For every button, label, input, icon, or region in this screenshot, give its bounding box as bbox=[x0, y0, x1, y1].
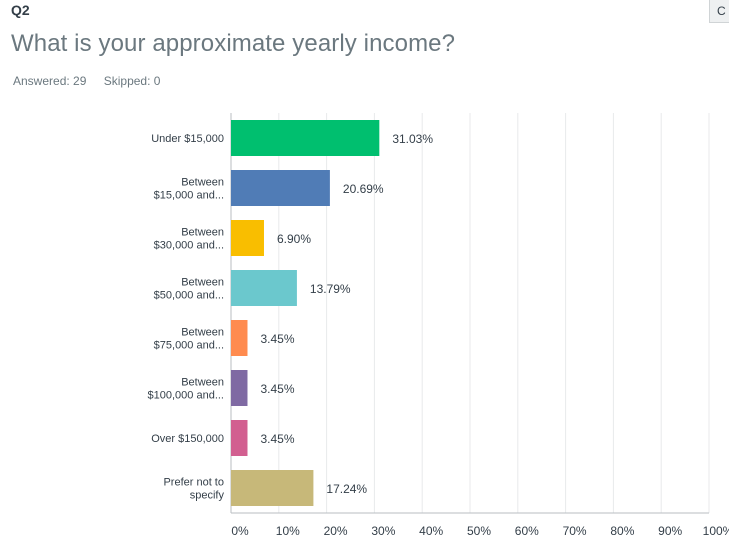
x-tick-label: 30% bbox=[371, 524, 395, 538]
bar bbox=[231, 370, 248, 406]
x-tick-label: 40% bbox=[419, 524, 443, 538]
x-tick-label: 60% bbox=[515, 524, 539, 538]
response-stats: Answered: 29 Skipped: 0 bbox=[13, 74, 174, 88]
x-tick-label: 100% bbox=[703, 524, 729, 538]
bar bbox=[231, 220, 264, 256]
bar bbox=[231, 270, 297, 306]
category-label: Between $75,000 and... bbox=[154, 327, 224, 352]
category-label: Under $15,000 bbox=[151, 133, 224, 145]
value-label: 3.45% bbox=[260, 432, 294, 446]
answered-count: Answered: 29 bbox=[13, 74, 87, 88]
bar bbox=[231, 120, 380, 156]
x-tick-label: 10% bbox=[276, 524, 300, 538]
bar bbox=[231, 470, 314, 506]
value-label: 13.79% bbox=[310, 282, 351, 296]
value-label: 20.69% bbox=[343, 182, 384, 196]
value-label: 3.45% bbox=[260, 382, 294, 396]
skipped-count: Skipped: 0 bbox=[103, 74, 161, 88]
category-label: Between $15,000 and... bbox=[154, 177, 224, 202]
value-label: 31.03% bbox=[392, 132, 433, 146]
category-label: Between $100,000 and... bbox=[148, 377, 224, 402]
value-label: 17.24% bbox=[326, 482, 367, 496]
x-tick-label: 90% bbox=[658, 524, 682, 538]
bar bbox=[231, 320, 248, 356]
category-label: Prefer not to specify bbox=[163, 477, 224, 502]
value-label: 3.45% bbox=[260, 332, 294, 346]
category-label: Between $30,000 and... bbox=[154, 227, 224, 252]
x-tick-label: 20% bbox=[324, 524, 348, 538]
bar bbox=[231, 420, 248, 456]
x-tick-label: 0% bbox=[231, 524, 249, 538]
x-tick-label: 50% bbox=[467, 524, 491, 538]
bar bbox=[231, 170, 330, 206]
question-title: What is your approximate yearly income? bbox=[11, 30, 456, 57]
question-number: Q2 bbox=[11, 2, 30, 18]
x-tick-label: 80% bbox=[610, 524, 634, 538]
category-label: Over $150,000 bbox=[151, 433, 224, 445]
category-label: Between $50,000 and... bbox=[154, 277, 224, 302]
x-tick-label: 70% bbox=[563, 524, 587, 538]
value-label: 6.90% bbox=[277, 232, 311, 246]
corner-button[interactable]: C bbox=[709, 0, 729, 23]
